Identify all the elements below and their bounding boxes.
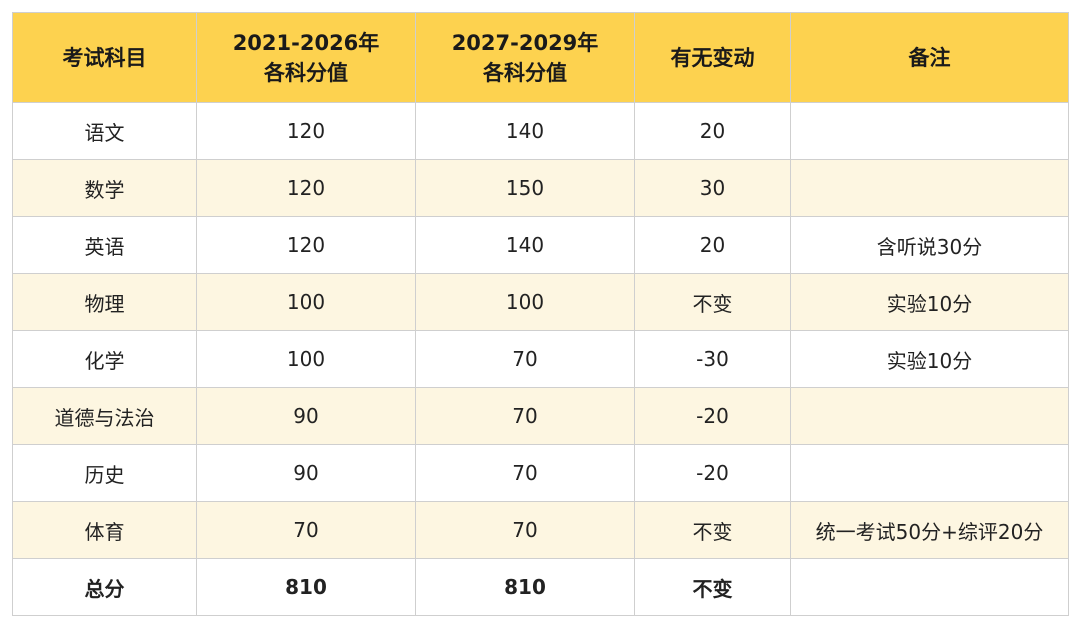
table-cell: 90 [196, 387, 416, 445]
table-cell: 道德与法治 [12, 387, 197, 445]
table-cell: 120 [196, 102, 416, 160]
table-cell: 100 [196, 273, 416, 331]
table-cell: 100 [415, 273, 635, 331]
table-cell: 实验10分 [790, 330, 1069, 388]
table-row: 化学 100 70 -30 实验10分 [12, 330, 1069, 388]
total-cell: 不变 [634, 558, 791, 616]
table-cell: 不变 [634, 273, 791, 331]
table-header: 考试科目 2021-2026年 各科分值 2027-2029年 各科分值 有无变动 备注 [12, 12, 1069, 103]
score-table: 考试科目 2021-2026年 各科分值 2027-2029年 各科分值 有无变动 备注… [12, 12, 1069, 616]
table-cell: 数学 [12, 159, 197, 217]
table-row: 语文 120 140 20 [12, 102, 1069, 160]
table-cell: 物理 [12, 273, 197, 331]
table-row: 体育 70 70 不变 统一考试50分+综评20分 [12, 501, 1069, 559]
table-row: 数学 120 150 30 [12, 159, 1069, 217]
header-row: 考试科目 2021-2026年 各科分值 2027-2029年 各科分值 有无变动 备注 [12, 12, 1069, 103]
table-cell: 70 [415, 501, 635, 559]
table-cell: 120 [196, 159, 416, 217]
table-cell: 70 [415, 330, 635, 388]
header-cell: 2027-2029年 各科分值 [415, 12, 635, 103]
table-cell: 历史 [12, 444, 197, 502]
table-cell: 140 [415, 102, 635, 160]
total-cell: 810 [196, 558, 416, 616]
table-row: 历史 90 70 -20 [12, 444, 1069, 502]
table-cell [790, 159, 1069, 217]
table-cell: 120 [196, 216, 416, 274]
table-cell: -30 [634, 330, 791, 388]
header-cell: 考试科目 [12, 12, 197, 103]
header-cell: 有无变动 [634, 12, 791, 103]
total-row: 总分 810 810 不变 [12, 558, 1069, 616]
table-row: 英语 120 140 20 含听说30分 [12, 216, 1069, 274]
table-cell: 70 [415, 387, 635, 445]
table-cell [790, 444, 1069, 502]
table-cell: 100 [196, 330, 416, 388]
table-cell: 70 [196, 501, 416, 559]
table-cell: 体育 [12, 501, 197, 559]
table-cell: 英语 [12, 216, 197, 274]
table-cell: 20 [634, 216, 791, 274]
table-cell: 150 [415, 159, 635, 217]
table-cell: 化学 [12, 330, 197, 388]
table-cell: -20 [634, 387, 791, 445]
total-cell: 810 [415, 558, 635, 616]
table-row: 道德与法治 90 70 -20 [12, 387, 1069, 445]
table-cell: 含听说30分 [790, 216, 1069, 274]
table-cell: -20 [634, 444, 791, 502]
header-cell: 2021-2026年 各科分值 [196, 12, 416, 103]
table-row: 物理 100 100 不变 实验10分 [12, 273, 1069, 331]
table-body: 语文 120 140 20 数学 120 150 30 英语 120 140 20 含听说30分 物理 10… [12, 102, 1069, 616]
table-cell: 实验10分 [790, 273, 1069, 331]
table-cell [790, 102, 1069, 160]
table-cell: 语文 [12, 102, 197, 160]
total-cell [790, 558, 1069, 616]
table-cell: 140 [415, 216, 635, 274]
table-cell: 30 [634, 159, 791, 217]
table-cell: 20 [634, 102, 791, 160]
table-cell: 不变 [634, 501, 791, 559]
table-cell: 90 [196, 444, 416, 502]
table-cell: 统一考试50分+综评20分 [790, 501, 1069, 559]
header-cell: 备注 [790, 12, 1069, 103]
table-cell: 70 [415, 444, 635, 502]
total-cell: 总分 [12, 558, 197, 616]
table-cell [790, 387, 1069, 445]
